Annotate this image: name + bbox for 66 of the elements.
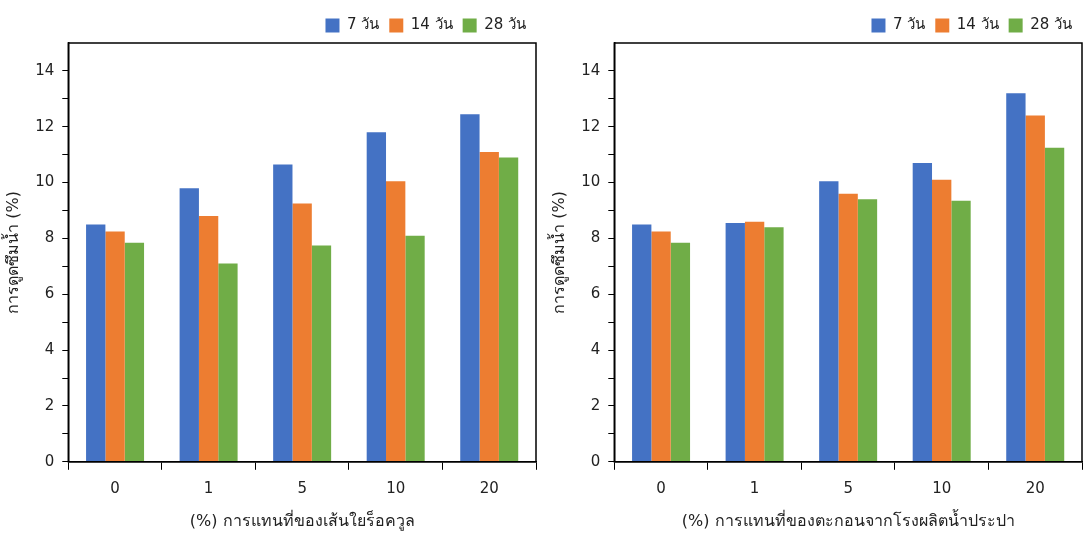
bar	[179, 188, 199, 462]
bar	[725, 223, 745, 462]
bar	[912, 163, 933, 462]
y-tick-label: 2	[44, 395, 55, 414]
x-tick-label: 20	[1025, 478, 1045, 497]
y-tick-label: 10	[35, 172, 55, 191]
x-tick-label: 10	[932, 478, 952, 497]
x-tick-label: 0	[110, 478, 120, 497]
bar	[1025, 115, 1045, 462]
y-tick-label: 4	[44, 340, 55, 359]
y-axis-title: การดูดซึมน้ำ (%)	[0, 191, 23, 314]
y-tick-label: 12	[35, 116, 55, 135]
bar	[1006, 93, 1026, 462]
bar	[498, 157, 519, 462]
bar	[292, 203, 312, 462]
bar	[273, 164, 293, 462]
bar	[218, 263, 238, 462]
bar	[932, 179, 952, 462]
bar	[632, 224, 652, 462]
legend-label: 14 วัน	[410, 15, 453, 34]
bar	[405, 235, 425, 462]
x-axis-title: (%) การแทนที่ของเส้นใยร็อควูล	[189, 508, 415, 531]
bar	[670, 242, 691, 462]
bar	[386, 181, 406, 462]
bar	[366, 132, 387, 462]
y-tick-label: 8	[590, 228, 601, 247]
legend-label: 28 วัน	[484, 15, 526, 34]
y-axis-title: การดูดซึมน้ำ (%)	[546, 191, 569, 314]
y-tick-label: 8	[44, 228, 55, 247]
y-tick-label: 12	[581, 116, 601, 135]
x-tick-label: 1	[203, 478, 214, 497]
x-tick-label: 5	[843, 478, 853, 497]
bar	[857, 199, 878, 462]
y-tick-label: 0	[590, 451, 601, 470]
y-tick-label: 6	[590, 284, 601, 303]
x-tick-label: 20	[479, 478, 499, 497]
x-tick-label: 5	[297, 478, 307, 497]
y-tick-label: 14	[35, 60, 55, 79]
legend-label: 28 วัน	[1030, 15, 1072, 34]
x-axis-title: (%) การแทนที่ของตะกอนจากโรงผลิตน้ำประปา	[681, 508, 1015, 530]
bar	[86, 224, 106, 462]
bar	[124, 242, 145, 462]
x-tick-label: 10	[386, 478, 406, 497]
bar	[198, 216, 219, 462]
bar	[311, 245, 332, 462]
y-tick-label: 2	[590, 395, 601, 414]
bar	[819, 181, 839, 462]
bar	[479, 151, 499, 462]
bar	[951, 200, 971, 462]
bar	[1044, 147, 1065, 462]
y-tick-label: 0	[44, 451, 55, 470]
y-tick-label: 6	[44, 284, 55, 303]
y-tick-label: 4	[590, 340, 601, 359]
x-tick-label: 1	[749, 478, 760, 497]
legend-label: 7 วัน	[346, 15, 380, 34]
legend-label: 7 วัน	[892, 15, 926, 34]
bar	[764, 227, 784, 462]
y-tick-label: 10	[581, 172, 601, 191]
bar	[744, 221, 765, 462]
y-tick-label: 14	[581, 60, 601, 79]
bar	[838, 193, 858, 462]
bar	[460, 114, 480, 462]
bar	[651, 231, 671, 462]
x-tick-label: 0	[656, 478, 666, 497]
bar	[105, 231, 125, 462]
legend-label: 14 วัน	[956, 15, 999, 34]
